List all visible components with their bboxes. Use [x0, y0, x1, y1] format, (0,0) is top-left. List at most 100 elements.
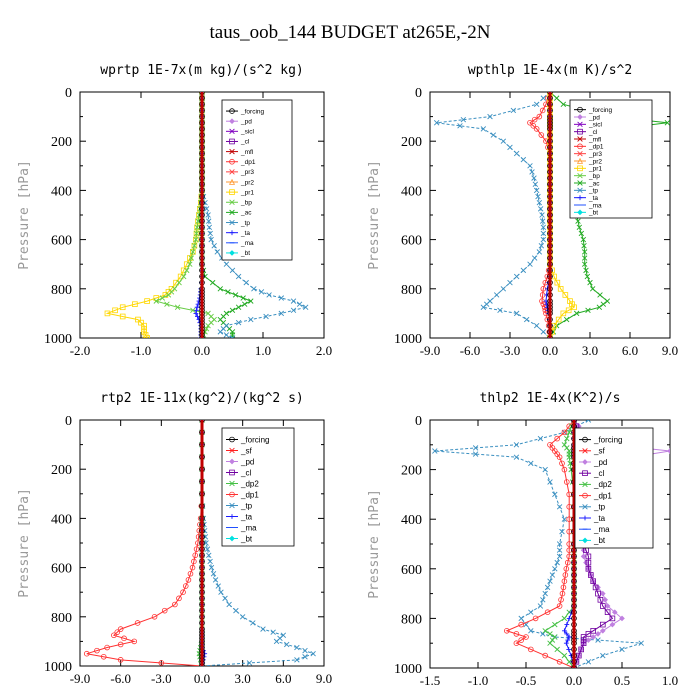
series-point-ac	[597, 292, 603, 298]
series-point-tp	[493, 292, 500, 298]
series-point-tp	[500, 138, 507, 144]
series-point-tp	[542, 590, 548, 597]
series-point-dp1	[176, 595, 182, 602]
legend-entry: _forcing	[593, 435, 622, 444]
series-point-pd	[580, 553, 587, 560]
series-point-pr1	[119, 304, 126, 311]
series-point-pr1	[562, 292, 569, 298]
series-point-ta	[193, 311, 199, 316]
y-tick-label: 0	[415, 86, 422, 101]
legend-entry: _ma	[240, 523, 257, 532]
series-point-tp	[207, 230, 213, 237]
legend-entry: _cl	[588, 129, 598, 136]
chart-panel-2: wpthlp 1E-4x(m K)/s^2 0 200 400 600 800 1000-9…	[367, 63, 678, 358]
series-point-pr1	[138, 319, 144, 326]
series-point-dp1	[111, 632, 117, 639]
series-point-pd	[619, 615, 625, 622]
series-point-dp2	[564, 435, 570, 442]
series-point-tp	[296, 301, 303, 307]
legend-swatch-marker	[577, 172, 583, 179]
legend-swatch-marker	[229, 189, 235, 195]
legend-box	[574, 427, 654, 549]
series-point-pr1	[142, 332, 149, 338]
series-point-pr1	[144, 298, 150, 304]
series-point-pd	[602, 596, 609, 603]
series-point-cl	[597, 597, 604, 603]
series-point-bp	[165, 292, 172, 298]
series-point-tp	[542, 466, 548, 473]
legend-entry: _ta	[593, 514, 606, 523]
series-point-tp	[556, 553, 563, 560]
series-line-tp	[436, 92, 551, 338]
series-point-tp	[539, 212, 545, 218]
series-point-cl	[604, 609, 611, 615]
legend-entry: _bt	[240, 250, 250, 257]
y-tick-label: 200	[51, 463, 72, 478]
legend-entry: _ta	[240, 512, 253, 521]
series-point-dp1	[542, 652, 548, 659]
series-point-tp	[533, 101, 540, 108]
series-point-dp1	[563, 565, 570, 572]
series-point-dp1	[192, 552, 199, 559]
series-point-tp	[246, 660, 253, 666]
legend-entry: _bt	[240, 534, 253, 543]
series-point-pr1	[144, 335, 150, 338]
series-point-tp	[480, 304, 487, 310]
series-point-tp	[235, 319, 242, 326]
series-point-dp1	[114, 629, 121, 635]
legend-swatch-marker	[229, 209, 235, 216]
legend-entry: _tp	[240, 501, 253, 510]
series-point-tp	[638, 640, 644, 646]
series-point-tp	[432, 448, 438, 454]
legend-entry: _ma	[593, 525, 610, 534]
legend-entry: _dp1	[240, 159, 256, 166]
series-point-ac	[235, 304, 242, 310]
legend-entry: _dp1	[240, 490, 259, 499]
legend-entry: _sicl	[240, 129, 255, 136]
x-tick-label: -1.0	[131, 343, 152, 358]
series-point-pr1	[565, 307, 572, 314]
series-point-ac	[217, 286, 224, 292]
series-point-dp1	[554, 435, 560, 442]
legend-swatch-marker	[577, 195, 583, 201]
legend-entry: _tp	[240, 220, 250, 227]
series-point-ac	[584, 273, 591, 280]
series-point-dp1	[182, 583, 189, 589]
series-point-tp	[540, 95, 547, 101]
x-tick-label: 6.0	[275, 671, 291, 686]
legend-swatch-marker	[229, 199, 235, 205]
series-point-dp1	[117, 641, 124, 648]
legend-swatch-marker	[582, 481, 588, 488]
series-point-tp	[518, 615, 524, 622]
series-point-cl	[590, 628, 596, 634]
series-point-dp1	[117, 626, 124, 632]
series-point-bp	[205, 322, 211, 329]
series-point-tp	[537, 603, 544, 609]
series-point-tp	[212, 577, 219, 583]
series-group	[83, 420, 316, 666]
legend: _forcing _pd _sicl _cl _mfl _dp1 _pr3 _pr2 _pr1 _…	[221, 99, 293, 261]
legend-swatch-marker	[229, 148, 235, 155]
series-point-dp1	[83, 650, 90, 657]
x-tick-label: 0.0	[542, 343, 558, 358]
series-point-ta	[194, 304, 200, 310]
series-point-ac	[581, 249, 588, 255]
series-point-dp1	[185, 577, 192, 583]
series-point-dp1	[561, 466, 568, 473]
legend-entry: _bt	[593, 536, 606, 545]
series-point-dp2	[561, 652, 568, 659]
series-point-pr1	[191, 242, 198, 249]
series-point-tp	[205, 218, 212, 224]
legend-entry: _bt	[588, 210, 598, 217]
series-point-dp1	[193, 546, 200, 552]
series-point-pr1	[135, 316, 141, 323]
legend-swatch-marker	[582, 436, 588, 443]
series-point-dp2	[542, 628, 548, 634]
series-point-bp	[190, 307, 196, 314]
series-point-tp	[552, 491, 558, 498]
series-point-bp	[190, 249, 196, 255]
series-point-tp	[527, 261, 533, 267]
series-point-tp	[556, 541, 563, 547]
series-point-pd	[609, 621, 616, 628]
series-point-dp1	[180, 589, 186, 595]
